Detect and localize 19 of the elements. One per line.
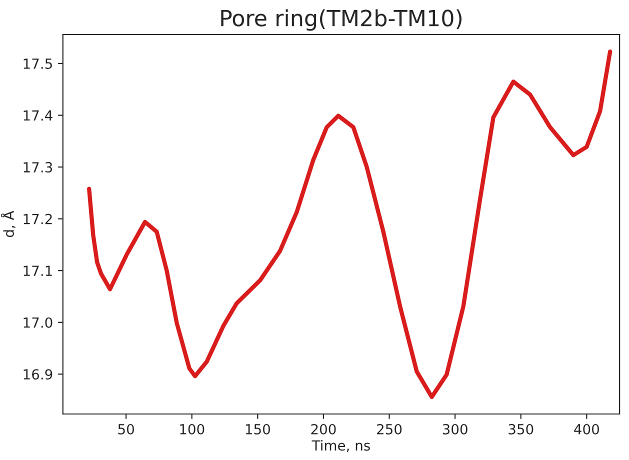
y-tick-label: 17.0 <box>24 317 52 328</box>
x-tick-label: 350 <box>508 424 534 434</box>
chart-title: Pore ring(TM2b-TM10) <box>221 9 462 31</box>
x-axis-title: Time, ns <box>312 440 370 452</box>
y-tick-label: 17.5 <box>24 58 52 69</box>
x-tick-label: 300 <box>442 424 468 434</box>
y-tick-label: 17.3 <box>24 162 52 173</box>
x-tick-label: 200 <box>311 424 336 434</box>
y-tick-label: 17.2 <box>24 214 52 224</box>
y-tick-label: 17.1 <box>24 266 52 276</box>
x-tick-label: 100 <box>180 424 204 434</box>
y-tick-label: 16.9 <box>24 369 52 380</box>
x-tick-label: 250 <box>377 424 402 434</box>
line-series <box>87 50 612 399</box>
x-tick-label: 150 <box>246 424 270 434</box>
y-axis-title: d, Å <box>0 210 16 238</box>
x-tick-label: 50 <box>118 424 134 434</box>
x-tick-label: 400 <box>574 424 599 434</box>
y-tick-label: 17.4 <box>24 110 52 121</box>
